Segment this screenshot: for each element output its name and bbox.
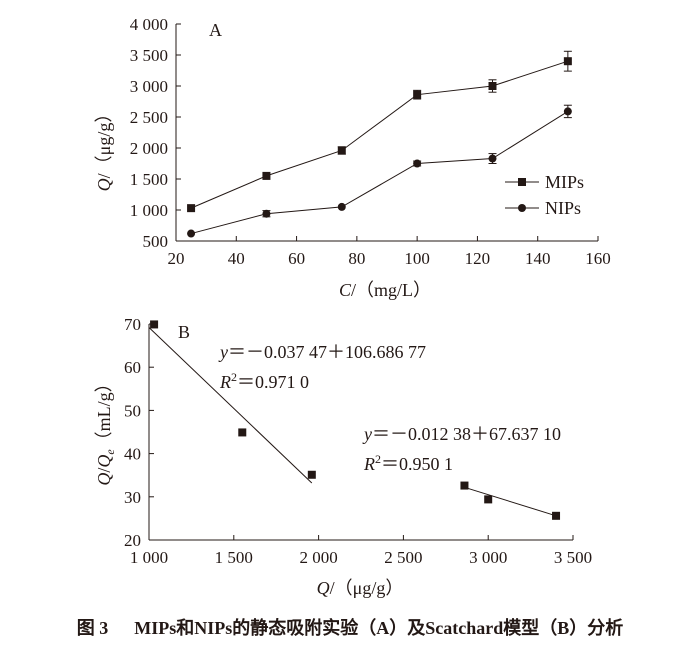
series-nips-point <box>262 209 271 218</box>
series-mips-point <box>413 90 422 99</box>
fit-line-1 <box>148 327 313 484</box>
panel-b-y-tick-label: 60 <box>124 358 141 377</box>
panel-a-x-tick-label: 100 <box>404 249 430 268</box>
figure-charts: Q/（μg/g） C/（mg/L） A 20 40 60 80 100 120 140 160… <box>94 15 611 598</box>
panel-a-y-axis-label: Q/（μg/g） <box>94 105 114 192</box>
legend-nips-marker <box>518 204 526 212</box>
series-nips-point <box>563 107 572 116</box>
series-nips-point <box>337 202 346 211</box>
panel-b-x-tick-label: 2 000 <box>299 548 337 567</box>
panel-a-label: A <box>209 20 222 40</box>
series-mips-point <box>262 171 271 180</box>
caption-number: 图 3 <box>76 618 109 638</box>
panel-b-x-axis-label: Q/（μg/g） <box>317 578 404 598</box>
panel-b-x-tick-label: 2 500 <box>384 548 422 567</box>
scatchard-point <box>552 511 561 520</box>
scatchard-point <box>238 428 247 437</box>
panel-a-y-tick-label: 3 500 <box>130 46 168 65</box>
panel-a-x-axis-label: C/（mg/L） <box>339 280 431 300</box>
panel-a-x-tick-label: 120 <box>465 249 491 268</box>
legend-nips-label: NIPs <box>545 198 581 218</box>
panel-b-chart: Q/Qe（mL/g） Q/（μg/g） B y＝－0.037 47＋106.68… <box>94 315 592 598</box>
series-mips-point <box>187 204 196 213</box>
series-mips-point <box>563 57 572 66</box>
panel-a-legend: MIPs NIPs <box>505 172 584 218</box>
panel-b-y-tick-label: 40 <box>124 445 141 464</box>
series-nips-point <box>187 229 196 238</box>
panel-a-x-tick-label: 160 <box>585 249 611 268</box>
panel-b-y-tick-label: 50 <box>124 401 141 420</box>
panel-b-x-tick-label: 3 000 <box>469 548 507 567</box>
legend-mips-label: MIPs <box>545 172 584 192</box>
scatchard-point <box>460 481 469 490</box>
panel-a-x-tick-label: 60 <box>288 249 305 268</box>
panel-a-x-tick-label: 40 <box>228 249 245 268</box>
panel-a-y-tick-label: 1 500 <box>130 170 168 189</box>
fit-equation-2: y＝－0.012 38＋67.637 10 <box>362 424 561 444</box>
fit-equation-1: y＝－0.037 47＋106.686 77 <box>218 342 426 362</box>
panel-a-y-tick-label: 4 000 <box>130 15 168 34</box>
figure-caption: 图 3 MIPs和NIPs的静态吸附实验（A）及Scatchard模型（B）分析 <box>0 614 700 640</box>
panel-a-x-tick-label: 140 <box>525 249 551 268</box>
panel-a-y-tick-label: 500 <box>143 232 169 251</box>
panel-a-y-tick-label: 2 000 <box>130 139 168 158</box>
panel-b-y-tick-label: 30 <box>124 488 141 507</box>
panel-a-y-tick-label: 1 000 <box>130 201 168 220</box>
panel-b-y-tick-label: 70 <box>124 315 141 334</box>
panel-b-x-tick-label: 1 000 <box>130 548 168 567</box>
panel-b-label: B <box>178 322 190 342</box>
panel-a-x-tick-label: 80 <box>348 249 365 268</box>
scatchard-point <box>484 495 493 504</box>
legend-mips-marker <box>518 178 526 186</box>
panel-a-y-tick-label: 2 500 <box>130 108 168 127</box>
scatchard-point <box>307 470 316 479</box>
fit-r2-1: R2＝0.971 0 <box>219 370 309 392</box>
series-mips-point <box>488 82 497 90</box>
scatchard-point <box>150 320 159 329</box>
panel-b-x-tick-label: 3 500 <box>554 548 592 567</box>
caption-text: MIPs和NIPs的静态吸附实验（A）及Scatchard模型（B）分析 <box>134 618 624 638</box>
panel-a-x-tick-label: 20 <box>168 249 185 268</box>
panel-b-y-tick-label: 20 <box>124 531 141 550</box>
panel-a-chart: Q/（μg/g） C/（mg/L） A 20 40 60 80 100 120 140 160… <box>94 15 611 300</box>
panel-b-x-tick-label: 1 500 <box>215 548 253 567</box>
series-nips-line <box>190 110 569 235</box>
fit-line-2 <box>464 486 557 517</box>
series-nips-point <box>413 159 422 168</box>
fit-r2-2: R2＝0.950 1 <box>363 452 453 474</box>
series-nips-point <box>488 154 497 163</box>
panel-a-y-tick-label: 3 000 <box>130 77 168 96</box>
series-mips-line <box>190 60 569 209</box>
series-mips-point <box>337 146 346 155</box>
panel-b-y-axis-label: Q/Qe（mL/g） <box>94 374 117 485</box>
